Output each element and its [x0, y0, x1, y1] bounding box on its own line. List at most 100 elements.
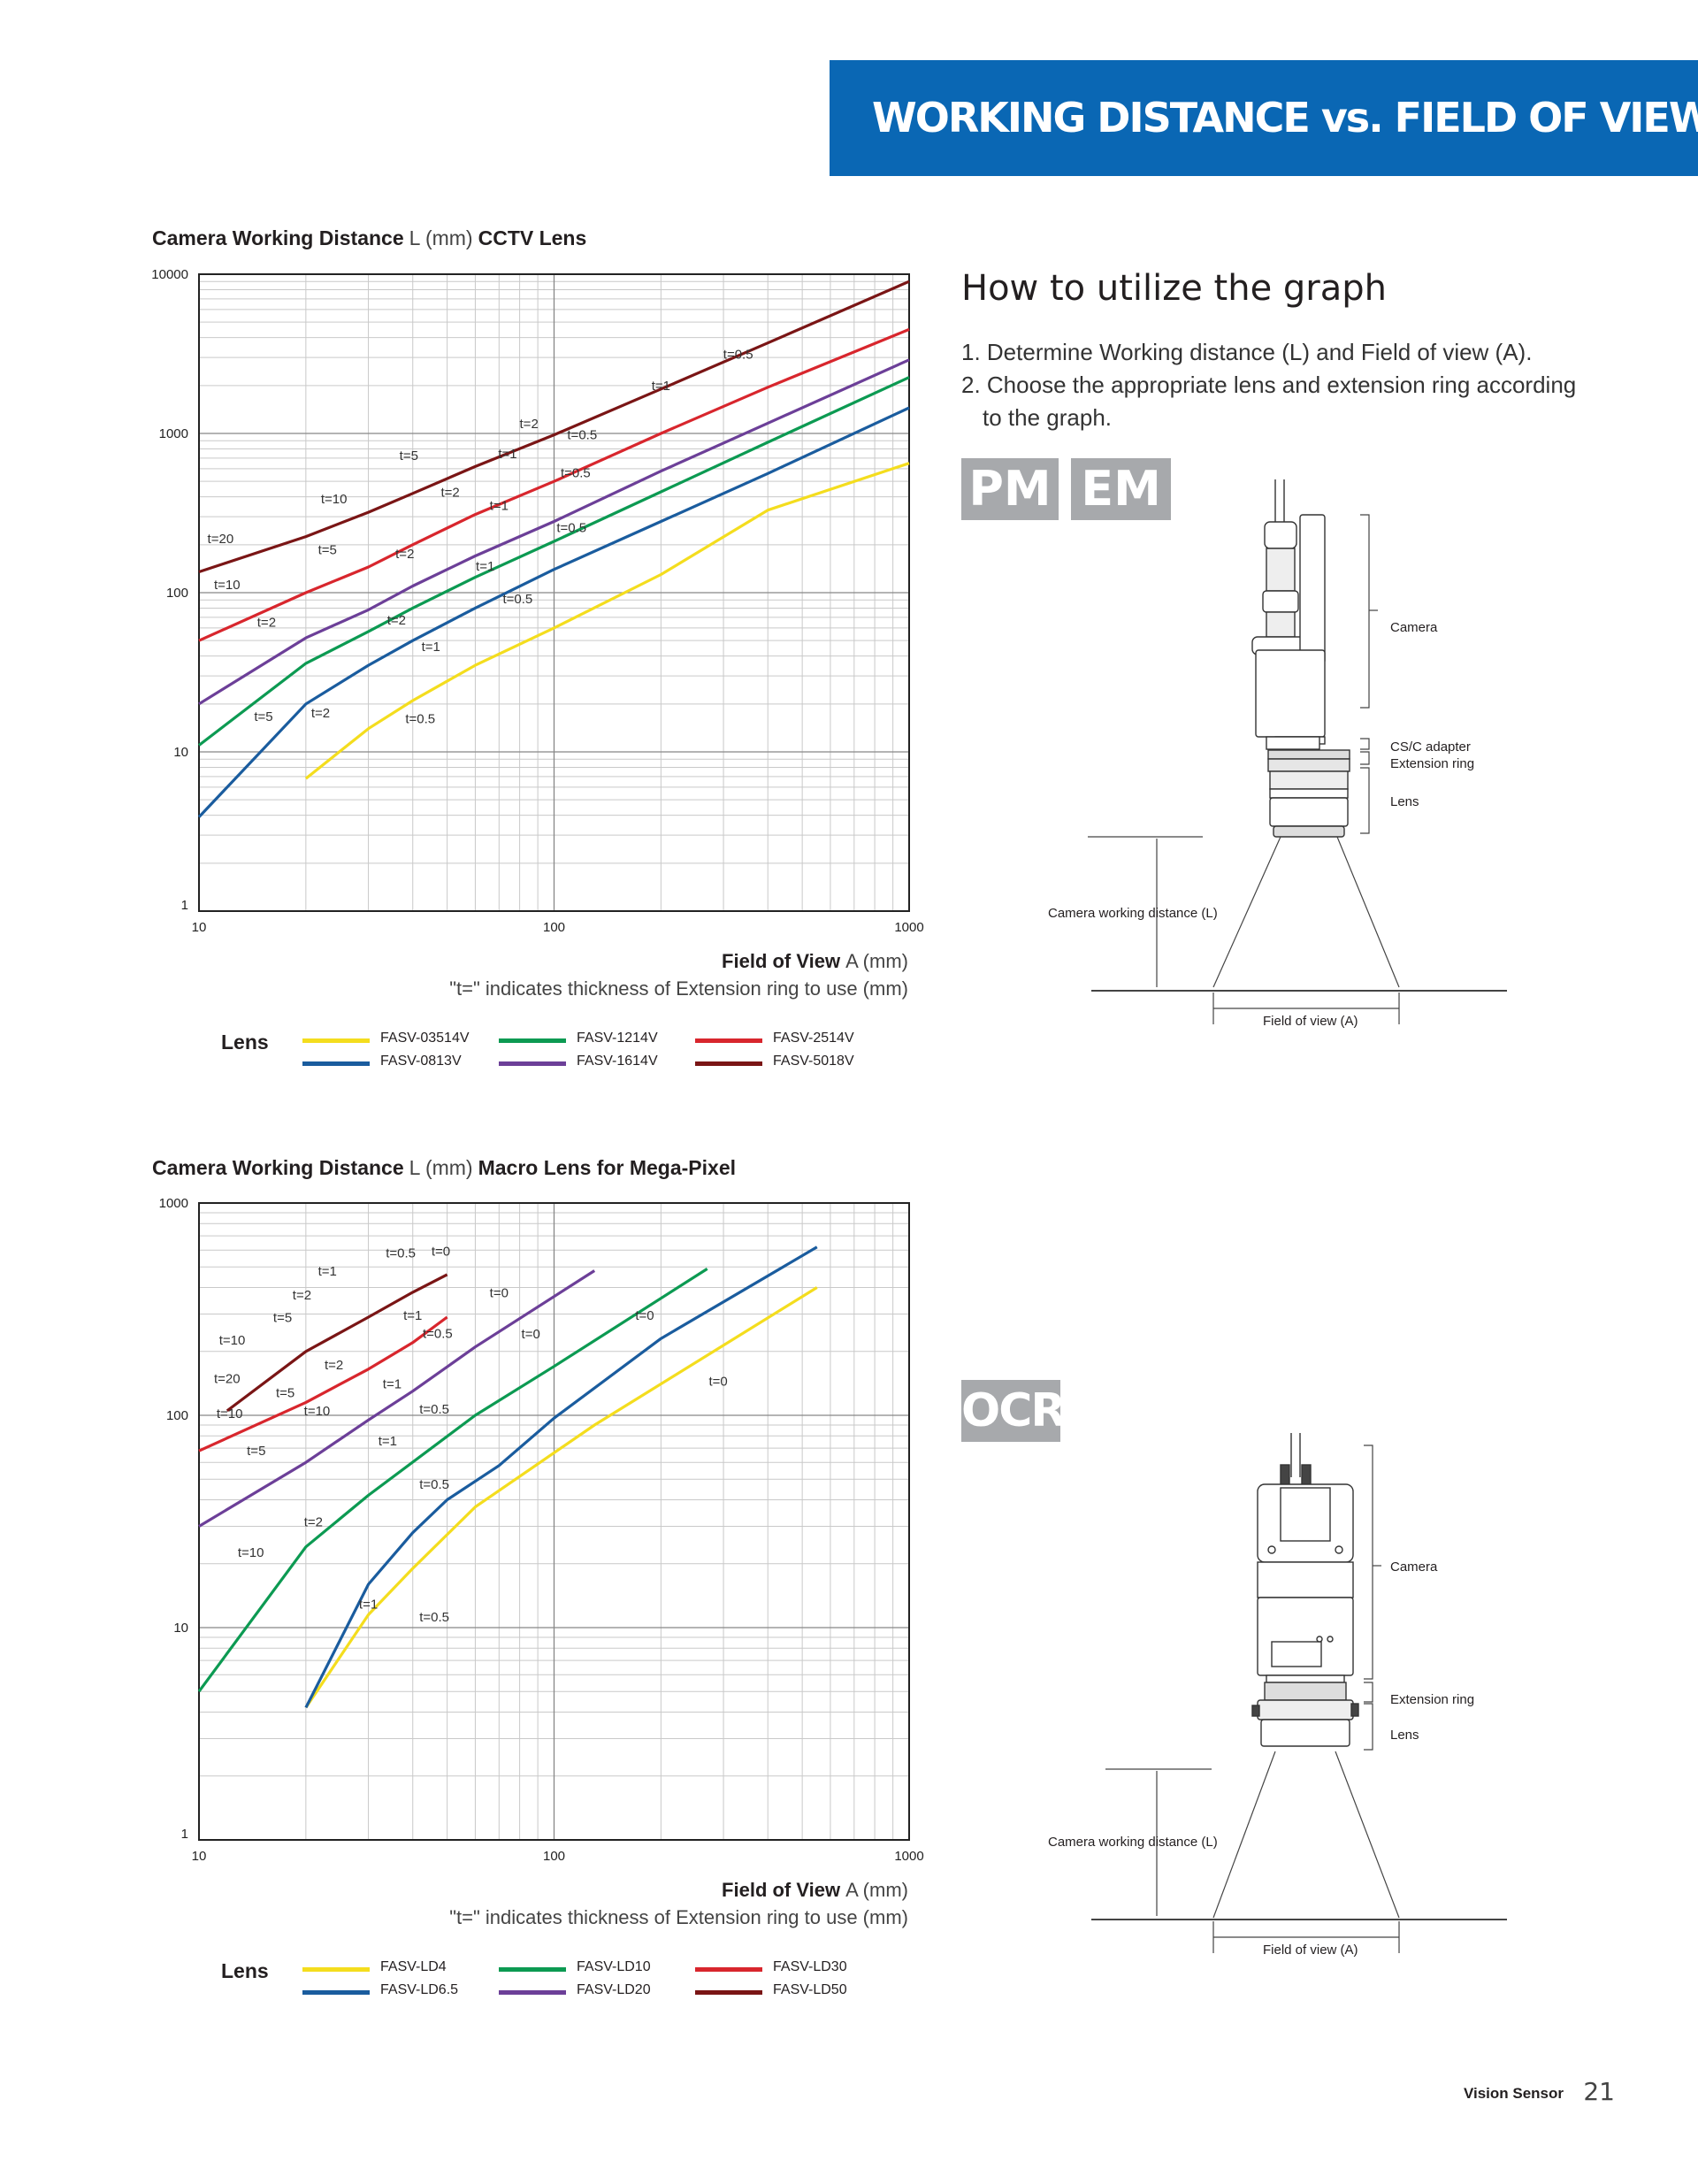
series-line-fasv-ld6-5	[304, 1245, 818, 1709]
thickness-label: t=5	[276, 1385, 294, 1400]
thickness-label: t=0.5	[503, 592, 533, 607]
thickness-label: t=1	[318, 1264, 337, 1279]
page-number: 21	[1583, 2077, 1615, 2106]
series-line-fasv-ld20	[198, 1269, 596, 1528]
thickness-label: t=0.5	[556, 521, 586, 536]
chart1-grid	[199, 274, 909, 911]
thickness-label: t=5	[247, 1444, 265, 1459]
diagram1-adapter-label: CS/C adapter	[1390, 739, 1471, 755]
thickness-label: t=0	[432, 1245, 450, 1260]
badge-em: EM	[1071, 458, 1171, 520]
thickness-label: t=0.5	[405, 711, 435, 726]
thickness-label: t=0.5	[419, 1610, 449, 1625]
thickness-label: t=0.5	[386, 1245, 416, 1261]
chart1-xlabel-text: Field of View	[722, 950, 841, 972]
thickness-label: t=1	[490, 499, 509, 514]
thickness-label: t=1	[379, 1434, 397, 1449]
thickness-label: t=1	[359, 1597, 378, 1612]
thickness-label: t=1	[476, 559, 494, 574]
series-line-fasv-0813v	[197, 406, 910, 818]
y-tick-label: 100	[166, 1408, 188, 1423]
legend-label: FASV-1614V	[577, 1054, 658, 1069]
thickness-label: t=2	[325, 1358, 343, 1373]
chart1-legend: Lens FASV-03514V FASV-0813V FASV-1214V FASV…	[221, 1031, 929, 1084]
thickness-label: t=5	[400, 448, 418, 464]
y-tick-label: 10000	[151, 267, 188, 282]
thickness-label: t=2	[395, 547, 414, 562]
legend-label: FASV-LD4	[380, 1959, 447, 1974]
footer-brand: Vision Sensor	[1463, 2085, 1564, 2102]
thickness-label: t=2	[520, 417, 539, 432]
chart2-legend-title: Lens	[221, 1959, 269, 1982]
cable-connector-icon	[1264, 521, 1297, 549]
howto-step: 1. Determine Working distance (L) and Fi…	[961, 339, 1533, 365]
y-tick-label: 1	[181, 898, 188, 913]
legend-swatch	[302, 1990, 370, 1995]
chart1-xlabel-unit: A (mm)	[845, 950, 908, 972]
thickness-label: t=0.5	[423, 1326, 453, 1341]
series-line-fasv-ld50	[226, 1273, 448, 1413]
chart2-xlabel: Field of View A (mm)	[722, 1879, 908, 1902]
diagram2-camera-label: Camera	[1390, 1559, 1438, 1575]
thickness-label: t=1	[383, 1376, 402, 1391]
chart1-legend-title: Lens	[221, 1031, 269, 1054]
legend-swatch	[695, 1990, 762, 1995]
chart1-frame	[198, 273, 910, 912]
legend-swatch	[695, 1061, 762, 1066]
diagram2-fov-label: Field of view (A)	[1263, 1943, 1358, 1958]
lens-icon	[1269, 797, 1349, 827]
thickness-label: t=0	[709, 1374, 728, 1389]
thickness-label: t=2	[440, 486, 459, 501]
legend-label: FASV-03514V	[380, 1031, 470, 1046]
camera-setup-diagram-1: Camera CS/C adapter Extension ring Lens …	[1048, 479, 1507, 1029]
chart1-heading: Camera Working Distance L (mm) CCTV Lens	[152, 226, 586, 250]
y-tick-label: 1000	[159, 426, 188, 441]
x-tick-label: 1000	[894, 920, 923, 935]
thickness-label: t=20	[214, 1371, 241, 1386]
thickness-label: t=2	[257, 616, 276, 631]
chart1-heading-label: Camera Working Distance	[152, 226, 404, 249]
thickness-label: t=2	[293, 1288, 311, 1303]
legend-swatch	[302, 1967, 370, 1972]
chart2-heading-unit: L (mm)	[409, 1156, 473, 1179]
legend-label: FASV-LD30	[773, 1959, 847, 1974]
legend-swatch	[499, 1990, 566, 1995]
howto-step: 2. Choose the appropriate lens and exten…	[961, 372, 1577, 431]
y-tick-label: 1	[181, 1827, 188, 1842]
thickness-label: t=1	[403, 1308, 422, 1323]
thickness-label: t=10	[304, 1404, 331, 1419]
diagram2-wd-label: Camera working distance (L)	[1048, 1835, 1218, 1850]
legend-label: FASV-LD20	[577, 1982, 651, 1997]
thickness-label: t=10	[238, 1545, 264, 1560]
diagram1-fov-label: Field of view (A)	[1263, 1014, 1358, 1029]
chart2-note: "t=" indicates thickness of Extension ri…	[449, 1906, 908, 1928]
legend-swatch	[499, 1061, 566, 1066]
thickness-label: t=20	[208, 532, 234, 547]
chart2-grid	[199, 1203, 909, 1840]
thickness-label: t=1	[422, 640, 440, 655]
legend-swatch	[499, 1038, 566, 1043]
thickness-label: t=0	[522, 1327, 540, 1342]
diagram1-camera-label: Camera	[1390, 620, 1438, 635]
chart1-heading-lens: CCTV Lens	[478, 226, 587, 249]
legend-swatch	[302, 1061, 370, 1066]
series-line-fasv-5018v	[198, 280, 910, 574]
diagram2-extension-label: Extension ring	[1390, 1692, 1474, 1707]
thickness-label: t=10	[219, 1333, 246, 1348]
series-line-fasv-2514v	[198, 327, 910, 642]
series-line-fasv-ld30	[198, 1315, 448, 1452]
chart2-heading-label: Camera Working Distance	[152, 1156, 404, 1179]
y-tick-label: 10	[173, 1621, 188, 1636]
chart2-legend: Lens FASV-LD4 FASV-LD6.5 FASV-LD10 FASV-LD2…	[221, 1959, 929, 2012]
thickness-label: t=0	[635, 1308, 654, 1323]
y-tick-label: 1000	[159, 1196, 188, 1211]
header-banner: WORKING DISTANCE vs. FIELD OF VIEW	[830, 60, 1698, 176]
thickness-label: t=0.5	[419, 1402, 449, 1417]
legend-label: FASV-2514V	[773, 1031, 854, 1046]
series-line-fasv-ld10	[197, 1268, 708, 1693]
x-tick-label: 10	[192, 920, 207, 935]
diagram1-lens-label: Lens	[1390, 794, 1419, 809]
legend-swatch	[695, 1967, 762, 1972]
thickness-label: t=2	[387, 613, 406, 628]
